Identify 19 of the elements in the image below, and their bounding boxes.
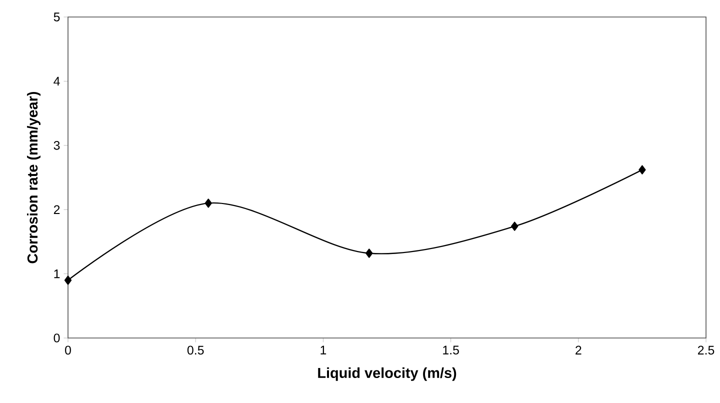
x-tick-label: 2.5 — [698, 346, 714, 355]
x-tick-label: 2 — [576, 346, 582, 354]
x-tick-label: 1 — [320, 346, 326, 354]
x-tick-label: 0 — [65, 346, 71, 355]
x-axis-title: Liquid velocity (m/s) — [318, 367, 456, 381]
y-axis-title: Corrosion rate (mm/year) — [27, 92, 40, 264]
point — [204, 198, 212, 208]
y-tick-label: 3 — [54, 141, 60, 150]
point — [638, 165, 646, 174]
x-tick-label: 0.5 — [187, 346, 204, 355]
point — [511, 222, 518, 231]
point — [64, 276, 72, 285]
y-tick-label: 4 — [54, 76, 60, 86]
y-tick-label: 1 — [54, 270, 60, 278]
point — [366, 248, 373, 258]
x-tick-label: 1.5 — [443, 346, 459, 354]
y-tick-label: 2 — [54, 205, 60, 214]
y-tick-label: 5 — [54, 12, 60, 22]
y-tick-label: 0 — [54, 334, 60, 342]
